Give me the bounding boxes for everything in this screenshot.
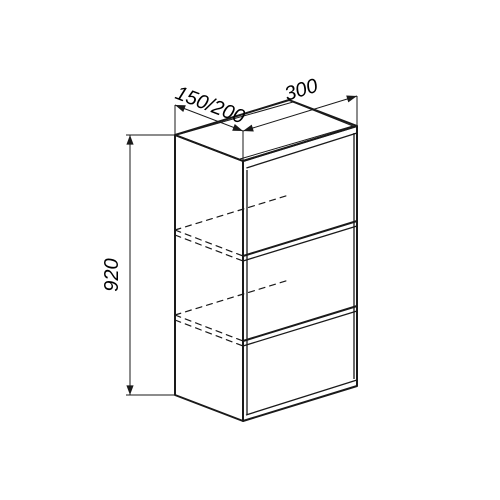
dim-height-label: 920 bbox=[101, 258, 123, 291]
technical-drawing: 920 150/200 300 bbox=[0, 0, 500, 500]
cabinet-right-face bbox=[243, 126, 357, 421]
shelf-2-front-hidden bbox=[175, 315, 243, 341]
shelf-2-right-edge bbox=[243, 306, 357, 341]
shelf-1-left-hidden bbox=[175, 195, 289, 230]
dim-depth-label: 300 bbox=[282, 75, 320, 106]
shelf-1-right-edge bbox=[243, 221, 357, 256]
drawing-svg: 920 150/200 300 bbox=[0, 0, 500, 500]
shelf-2-left-hidden bbox=[175, 280, 289, 315]
dim-width-label: 150/200 bbox=[172, 82, 247, 128]
cabinet-front-face bbox=[175, 135, 243, 421]
shelf-1-front-hidden bbox=[175, 230, 243, 256]
